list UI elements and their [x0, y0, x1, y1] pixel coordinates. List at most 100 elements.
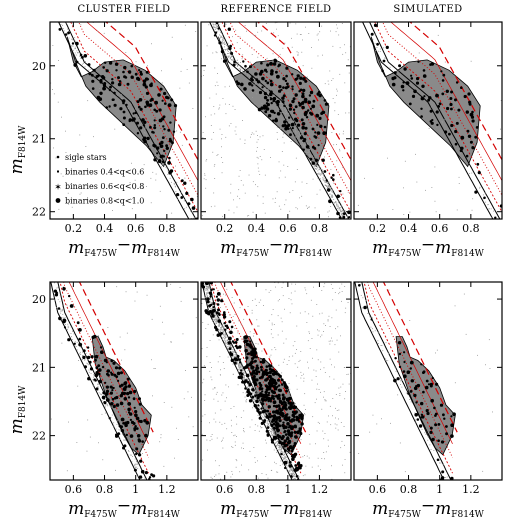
field-point — [440, 462, 442, 464]
star-point — [101, 395, 106, 400]
field-point — [323, 452, 325, 453]
field-point — [266, 88, 268, 90]
star-point — [393, 378, 397, 383]
field-point — [272, 430, 273, 431]
star-point — [286, 82, 289, 86]
field-point — [50, 82, 52, 84]
field-point — [463, 293, 465, 295]
field-point — [76, 349, 78, 351]
star-point — [309, 111, 312, 115]
field-point — [341, 214, 343, 216]
star-point — [259, 392, 263, 396]
star-point — [95, 75, 99, 78]
field-point — [224, 334, 226, 336]
star-point — [421, 84, 425, 89]
field-point — [217, 26, 219, 27]
star-point — [314, 131, 317, 134]
field-point — [53, 282, 55, 284]
field-point — [155, 153, 156, 155]
star-point — [275, 427, 278, 430]
field-point — [279, 423, 280, 425]
field-point — [268, 425, 270, 427]
field-point — [227, 42, 229, 44]
field-point — [230, 419, 232, 421]
star-point — [163, 149, 166, 153]
star-point — [275, 372, 279, 376]
star-point — [272, 62, 277, 66]
field-point — [338, 418, 339, 420]
field-point — [188, 82, 190, 84]
star-point — [423, 95, 426, 98]
field-point — [139, 129, 141, 131]
field-point — [340, 447, 342, 449]
field-point — [136, 291, 138, 293]
star-point — [128, 118, 132, 122]
field-point — [372, 331, 374, 333]
field-point — [302, 143, 304, 145]
field-point — [216, 321, 218, 323]
star-point — [220, 50, 224, 54]
field-point — [206, 293, 208, 295]
star-point — [99, 346, 103, 349]
field-point — [127, 375, 129, 377]
field-point — [224, 343, 226, 345]
field-point — [231, 347, 232, 348]
star-point — [244, 348, 248, 353]
field-point — [170, 341, 172, 343]
field-point — [137, 463, 139, 465]
field-point — [279, 53, 281, 55]
field-point — [61, 116, 62, 118]
field-point — [210, 307, 212, 309]
field-point — [439, 462, 440, 464]
field-point — [332, 415, 333, 417]
field-point — [223, 40, 225, 41]
star-point — [284, 86, 288, 90]
field-point — [241, 368, 243, 369]
field-point — [280, 448, 282, 450]
field-point — [260, 425, 261, 427]
field-point — [317, 465, 319, 467]
star-point — [242, 366, 247, 370]
field-point — [239, 366, 241, 368]
field-point — [241, 371, 242, 373]
field-point — [347, 59, 349, 61]
field-point — [316, 388, 318, 390]
binary-sequence-q04 — [374, 22, 502, 212]
star-point — [280, 88, 283, 91]
field-point — [223, 331, 224, 332]
field-point — [173, 182, 175, 184]
field-point — [281, 287, 283, 288]
field-point — [245, 72, 247, 74]
field-point — [100, 393, 102, 395]
star-point — [408, 102, 412, 106]
field-point — [193, 217, 195, 219]
field-point — [329, 193, 331, 195]
field-point — [250, 134, 252, 135]
field-point — [213, 300, 215, 301]
field-point — [113, 425, 115, 427]
star-point — [304, 126, 308, 130]
field-point — [300, 34, 302, 35]
field-point — [116, 286, 118, 288]
field-point — [318, 169, 320, 171]
field-point — [135, 466, 136, 468]
star-point — [272, 395, 275, 398]
star-point — [99, 91, 103, 96]
field-point — [319, 178, 321, 180]
field-point — [292, 131, 294, 133]
field-point — [327, 182, 329, 184]
field-point — [227, 344, 229, 345]
field-point — [278, 161, 280, 163]
star-point — [111, 81, 115, 85]
field-point — [247, 73, 249, 75]
field-point — [269, 429, 271, 431]
star-point — [446, 106, 450, 111]
field-point — [281, 105, 283, 106]
field-point — [65, 22, 67, 24]
star-point — [330, 176, 333, 179]
field-point — [296, 349, 297, 350]
field-point — [260, 85, 262, 86]
field-point — [59, 22, 61, 24]
field-point — [269, 96, 270, 97]
star-point — [298, 81, 302, 85]
